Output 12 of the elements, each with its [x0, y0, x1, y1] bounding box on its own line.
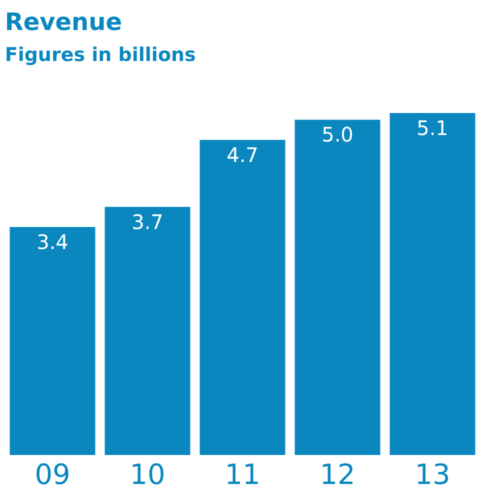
data-label: 3.4: [36, 230, 68, 254]
x-tick-label: 09: [34, 458, 70, 491]
x-tick-label: 13: [414, 458, 450, 491]
chart-title: Revenue: [4, 8, 122, 36]
x-tick-label: 12: [320, 458, 356, 491]
data-label: 4.7: [226, 142, 258, 167]
data-label: 5.1: [416, 116, 448, 140]
x-tick-label: 10: [130, 458, 166, 491]
data-label: 3.7: [132, 210, 164, 234]
x-tick-label: 11: [224, 458, 260, 491]
chart-subtitle: Figures in billions: [4, 44, 196, 66]
data-label: 5.0: [322, 122, 354, 147]
